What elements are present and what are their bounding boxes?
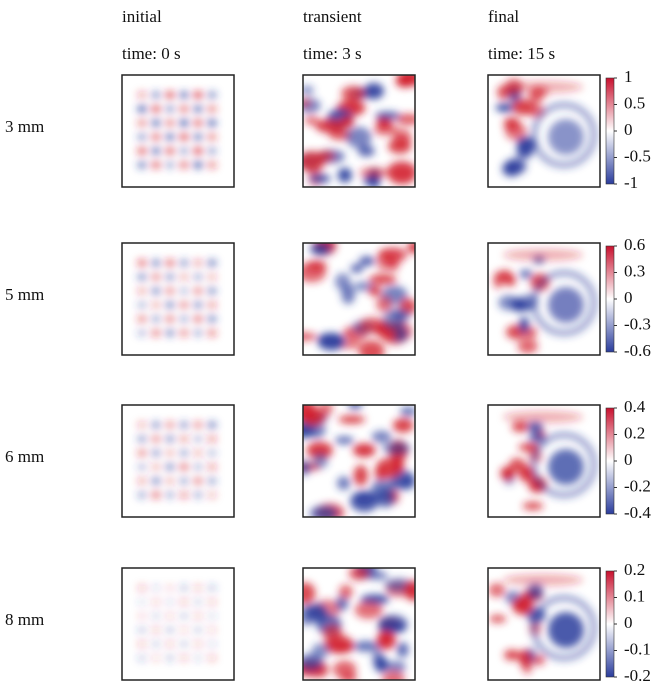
colorbar-tick-label: -0.5 — [624, 146, 651, 165]
heatmap — [303, 243, 415, 355]
colorbar-tick-label: -1 — [624, 173, 638, 192]
heatmap — [500, 411, 597, 511]
heatmap — [303, 405, 415, 517]
heatmap — [137, 259, 217, 337]
row-label: 8 mm — [5, 610, 44, 629]
colorbar-tick-label: -0.3 — [624, 314, 651, 333]
panel-frame — [302, 404, 416, 518]
column-title: transient — [303, 7, 362, 26]
heatmap — [303, 75, 415, 187]
panel-frame — [487, 404, 601, 518]
panel-frame — [121, 404, 235, 518]
colorbar-tick-label: 0 — [624, 450, 633, 469]
column-time: time: 15 s — [488, 44, 555, 63]
colorbar-tick-label: 0.3 — [624, 261, 645, 280]
heatmap — [493, 249, 597, 354]
panel-frame — [121, 567, 235, 681]
panel-frame — [121, 242, 235, 356]
colorbar-tick-label: -0.4 — [624, 503, 651, 522]
heatmap — [495, 78, 597, 177]
colorbar-tick-label: 0.1 — [624, 586, 645, 605]
panel-frame — [487, 567, 601, 681]
row-label: 3 mm — [5, 117, 44, 136]
panel-frame — [121, 74, 235, 188]
colorbar — [605, 570, 615, 678]
panel-frame — [487, 74, 601, 188]
column-time: time: 3 s — [303, 44, 362, 63]
colorbar-tick-label: 0.4 — [624, 397, 646, 416]
panel-frame — [302, 74, 416, 188]
row-label: 6 mm — [5, 447, 44, 466]
panel-frame — [487, 242, 601, 356]
colorbar-tick-label: -0.2 — [624, 476, 651, 495]
heatmap — [137, 584, 217, 662]
colorbar-tick-label: 0 — [624, 120, 633, 139]
panel-frame — [302, 567, 416, 681]
column-time: time: 0 s — [122, 44, 181, 63]
colorbar-tick-label: 0.6 — [624, 235, 645, 254]
colorbar-tick-label: 1 — [624, 67, 633, 86]
colorbar-tick-label: -0.6 — [624, 341, 651, 360]
colorbar-tick-label: -0.1 — [624, 639, 651, 658]
column-title: final — [488, 7, 519, 26]
colorbar — [605, 407, 615, 515]
colorbar — [605, 245, 615, 353]
heatmap — [137, 421, 217, 499]
colorbar-tick-label: 0 — [624, 288, 633, 307]
panel-frame — [302, 242, 416, 356]
heatmap — [137, 91, 217, 169]
heatmap — [488, 574, 597, 675]
colorbar-tick-label: 0.2 — [624, 423, 645, 442]
colorbar — [605, 77, 615, 185]
colorbar-tick-label: 0.2 — [624, 560, 645, 579]
colorbar-tick-label: 0.5 — [624, 93, 645, 112]
colorbar-tick-label: 0 — [624, 613, 633, 632]
row-label: 5 mm — [5, 285, 44, 304]
colorbar-tick-label: -0.2 — [624, 666, 651, 685]
heatmap — [303, 568, 415, 680]
column-title: initial — [122, 7, 162, 26]
